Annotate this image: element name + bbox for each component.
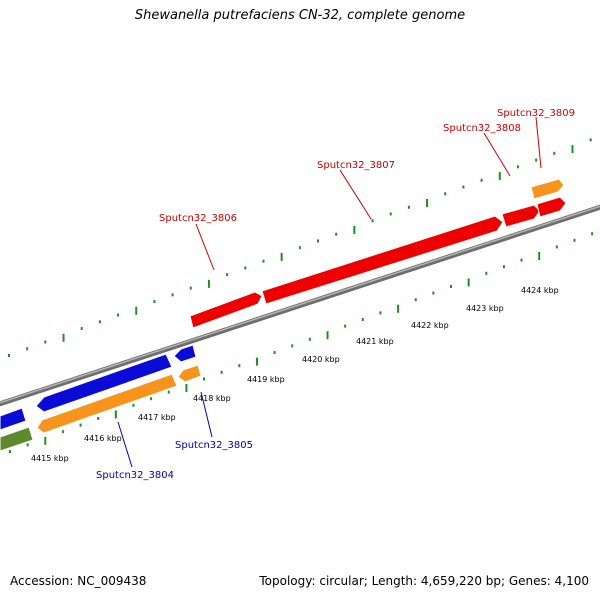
tick-row-lower [9, 232, 594, 453]
gene-blue-main[interactable] [35, 353, 173, 413]
backbone-line [0, 204, 600, 407]
kbp-label: 4423 kbp [466, 304, 504, 313]
gene-sputcn32-3805[interactable] [177, 364, 202, 383]
gene-sputcn32-3804[interactable] [36, 373, 178, 434]
kbp-label: 4420 kbp [302, 355, 340, 364]
leader-sputcn32-3805 [200, 391, 213, 438]
gene-sputcn32-3809[interactable] [536, 196, 567, 218]
leader-sputcn32-3806 [195, 223, 215, 271]
leader-sputcn32-3809 [535, 116, 542, 169]
scale-labels: 4415 kbp 4416 kbp 4417 kbp 4418 kbp 4419… [31, 286, 559, 463]
gene-labels: Sputcn32_3806 Sputcn32_3807 Sputcn32_380… [96, 108, 575, 481]
kbp-label: 4422 kbp [411, 321, 449, 330]
kbp-label: 4421 kbp [356, 337, 394, 346]
forward-genes [189, 178, 567, 329]
gene-blue-small[interactable] [173, 344, 197, 363]
gene-olive-left[interactable] [0, 426, 34, 452]
kbp-label: 4419 kbp [247, 375, 285, 384]
reverse-genes [0, 344, 202, 452]
kbp-label: 4416 kbp [84, 434, 122, 443]
genome-stats-text: Topology: circular; Length: 4,659,220 bp… [259, 574, 589, 588]
gene-label-sputcn32-3805[interactable]: Sputcn32_3805 [175, 440, 253, 451]
kbp-label: 4417 kbp [138, 413, 176, 422]
gene-label-sputcn32-3806[interactable]: Sputcn32_3806 [159, 213, 237, 224]
label-leaders [117, 116, 542, 468]
gene-sputcn32-3806[interactable] [189, 291, 263, 329]
gene-label-sputcn32-3804[interactable]: Sputcn32_3804 [96, 470, 174, 481]
backbone [0, 204, 600, 407]
gene-sputcn32-3807[interactable] [261, 215, 504, 305]
backbone-highlight [0, 205, 600, 404]
leader-sputcn32-3807 [339, 169, 372, 220]
leader-sputcn32-3804 [117, 421, 133, 468]
kbp-label: 4415 kbp [31, 454, 69, 463]
kbp-label: 4418 kbp [193, 394, 231, 403]
gene-label-sputcn32-3809[interactable]: Sputcn32_3809 [497, 108, 575, 119]
gene-label-sputcn32-3808[interactable]: Sputcn32_3808 [443, 123, 521, 134]
leader-sputcn32-3808 [483, 132, 511, 177]
map-title: Shewanella putrefaciens CN-32, complete … [134, 8, 466, 23]
tick-row-upper [8, 138, 592, 357]
accession-text: Accession: NC_009438 [10, 574, 147, 588]
kbp-label: 4424 kbp [521, 286, 559, 295]
gene-orange-upper[interactable] [530, 178, 565, 200]
gene-sputcn32-3808[interactable] [501, 204, 541, 228]
gene-label-sputcn32-3807[interactable]: Sputcn32_3807 [317, 160, 395, 171]
gene-blue-left[interactable] [0, 407, 27, 431]
